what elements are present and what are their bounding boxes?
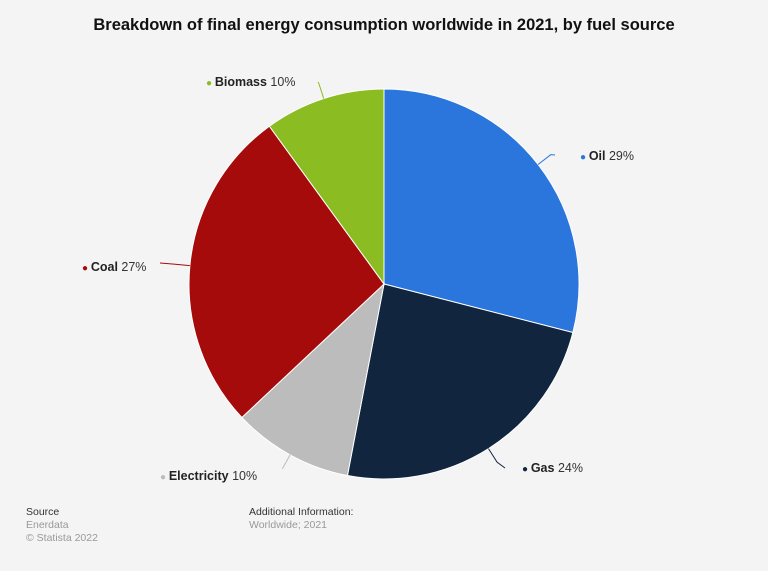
chart-title: Breakdown of final energy consumption wo… [93, 16, 675, 34]
data-label-biomass: ● Biomass 10% [206, 75, 295, 89]
data-label-gas: ● Gas 24% [522, 461, 583, 475]
pie-slice-coal[interactable] [188, 125, 385, 419]
connector-gas [488, 448, 506, 469]
additional-info-heading: Additional Information: [249, 506, 354, 518]
data-label-oil: ● Oil 29% [580, 149, 634, 163]
additional-info-block: Additional Information: Worldwide; 2021 [249, 506, 353, 532]
copyright-text[interactable]: © Statista 2022 [26, 532, 98, 544]
pie-slice-biomass[interactable] [268, 88, 385, 286]
pie-slice-electricity[interactable] [241, 282, 385, 477]
source-block: Source Enerdata © Statista 2022 [26, 506, 98, 545]
source-heading: Source [26, 506, 60, 518]
data-label-electricity: ● Electricity 10% [160, 469, 257, 483]
pie-slice-oil[interactable] [383, 88, 580, 334]
data-label-coal: ● Coal 27% [82, 260, 146, 274]
connector-electricity [281, 454, 291, 470]
additional-info-text: Worldwide; 2021 [249, 519, 328, 531]
connector-oil [537, 154, 556, 165]
connector-coal [159, 262, 190, 267]
source-name[interactable]: Enerdata [26, 519, 69, 531]
connector-biomass [317, 81, 325, 99]
